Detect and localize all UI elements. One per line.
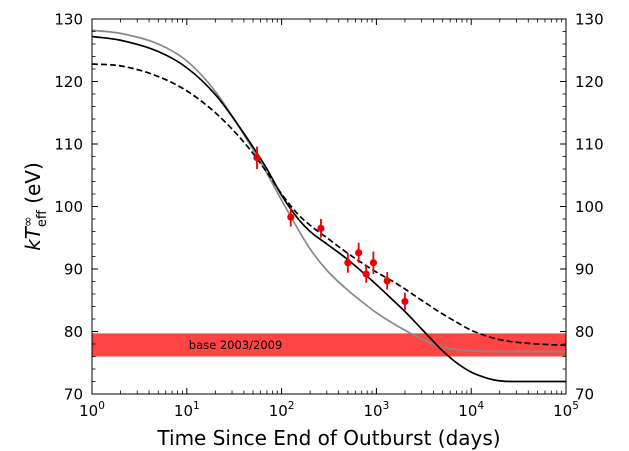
- y-tick-label-right: 120: [575, 73, 604, 91]
- band-label: base 2003/2009: [189, 338, 282, 352]
- data-point: [287, 213, 295, 221]
- y-tick-label-right: 110: [575, 136, 604, 154]
- x-tick-label: 101: [174, 400, 200, 420]
- curve-gray: [92, 29, 566, 353]
- y-tick-label: 70: [64, 386, 83, 404]
- plot-frame: [91, 18, 567, 395]
- y-tick-label: 100: [54, 198, 83, 216]
- y-tick-label-right: 90: [575, 261, 594, 279]
- x-tick-label: 100: [79, 400, 105, 420]
- x-tick-label: 102: [269, 400, 295, 420]
- y-tick-label-right: 100: [575, 198, 604, 216]
- curve-black: [92, 35, 566, 383]
- data-point: [362, 270, 370, 278]
- data-point: [383, 277, 391, 285]
- y-tick-label: 90: [64, 261, 83, 279]
- y-tick-label: 110: [54, 136, 83, 154]
- x-axis-label: Time Since End of Outburst (days): [156, 426, 500, 450]
- x-tick-label: 103: [364, 400, 390, 420]
- data-point: [344, 259, 352, 267]
- y-tick-label-right: 80: [575, 323, 594, 341]
- curve-dashed: [92, 63, 566, 347]
- y-tick-label: 120: [54, 73, 83, 91]
- y-tick-label: 130: [54, 11, 83, 29]
- y-tick-label-right: 70: [575, 386, 594, 404]
- y-tick-label: 80: [64, 323, 83, 341]
- data-point: [355, 249, 363, 257]
- data-point: [401, 297, 409, 306]
- data-point: [369, 259, 378, 267]
- x-tick-label: 104: [458, 400, 484, 420]
- data-point: [317, 224, 325, 232]
- y-axis-label: kT∞eff (eV): [21, 162, 50, 251]
- y-tick-label-right: 130: [575, 11, 604, 29]
- base-band: [92, 333, 566, 357]
- x-tick-label: 105: [553, 400, 579, 420]
- data-point: [253, 154, 261, 162]
